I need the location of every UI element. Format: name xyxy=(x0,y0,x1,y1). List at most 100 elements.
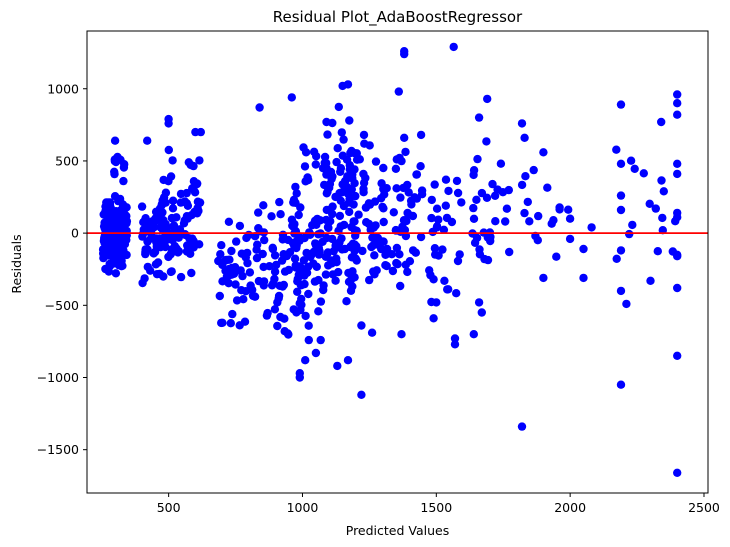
data-point xyxy=(170,241,179,251)
y-tick-label: −1500 xyxy=(37,442,79,457)
data-point xyxy=(400,49,409,59)
y-tick-label: 500 xyxy=(55,153,79,168)
data-point xyxy=(349,217,358,226)
data-point xyxy=(269,279,278,288)
data-point xyxy=(189,243,198,252)
data-point xyxy=(99,253,108,263)
data-point xyxy=(248,291,258,300)
data-point xyxy=(276,210,285,219)
chart-title: Residual Plot_AdaBoostRegressor xyxy=(273,8,523,27)
data-point xyxy=(396,281,405,291)
data-point xyxy=(469,203,478,213)
data-point xyxy=(291,198,300,207)
data-point xyxy=(314,250,324,259)
data-point xyxy=(429,275,438,284)
data-point xyxy=(429,314,438,323)
data-point xyxy=(450,340,460,349)
data-point xyxy=(616,286,626,296)
data-point xyxy=(195,198,205,207)
data-point xyxy=(187,268,196,278)
data-point xyxy=(397,156,406,166)
data-point xyxy=(477,188,487,198)
data-point xyxy=(287,215,297,224)
data-point xyxy=(352,256,361,265)
data-point xyxy=(185,234,194,243)
data-point xyxy=(449,42,458,52)
data-point xyxy=(270,267,280,276)
data-point xyxy=(646,276,655,285)
data-point xyxy=(470,238,480,247)
data-point xyxy=(297,294,306,304)
data-point xyxy=(314,307,323,316)
data-point xyxy=(268,244,278,254)
data-point xyxy=(250,232,260,241)
data-point xyxy=(355,155,364,164)
data-point xyxy=(258,249,267,259)
data-point xyxy=(477,308,486,317)
data-point xyxy=(218,318,227,327)
data-point xyxy=(316,297,326,306)
data-point xyxy=(391,164,401,173)
data-point xyxy=(339,135,348,144)
data-point xyxy=(450,334,460,343)
x-axis: 500 1000 1500 2000 2500 xyxy=(157,493,720,515)
data-point xyxy=(496,159,506,168)
data-point xyxy=(322,215,331,225)
data-point xyxy=(579,273,588,283)
data-point xyxy=(300,271,309,280)
plot-frame xyxy=(86,30,709,494)
data-point xyxy=(673,99,682,108)
data-point xyxy=(231,280,240,289)
data-point xyxy=(673,159,682,168)
data-point xyxy=(245,268,255,277)
data-point xyxy=(304,175,313,185)
data-point xyxy=(243,248,252,258)
data-point xyxy=(345,116,354,125)
data-point xyxy=(587,223,596,232)
data-point xyxy=(215,291,224,301)
data-point xyxy=(351,191,360,201)
data-point xyxy=(416,232,426,242)
data-point xyxy=(168,156,177,165)
data-point xyxy=(475,245,484,254)
data-point xyxy=(401,147,410,157)
data-point xyxy=(323,130,332,139)
data-point xyxy=(319,281,328,290)
data-point xyxy=(311,348,321,358)
data-point xyxy=(334,239,344,248)
data-point xyxy=(397,330,406,339)
data-point xyxy=(440,276,449,285)
data-point xyxy=(483,94,492,104)
data-point xyxy=(431,250,440,259)
data-point xyxy=(267,212,276,221)
data-point xyxy=(217,241,226,250)
data-point xyxy=(228,309,237,319)
data-point xyxy=(352,242,361,251)
data-point xyxy=(387,250,396,259)
data-point xyxy=(404,188,413,197)
data-point xyxy=(378,202,387,212)
data-point xyxy=(379,237,388,246)
data-point xyxy=(143,237,152,246)
data-point xyxy=(335,211,345,221)
data-point xyxy=(416,162,425,171)
data-point xyxy=(216,250,225,259)
data-point xyxy=(371,221,380,230)
data-point xyxy=(334,102,343,112)
data-point xyxy=(402,216,411,226)
data-point xyxy=(428,227,437,237)
data-point xyxy=(323,222,333,232)
data-point xyxy=(301,356,310,365)
data-point xyxy=(357,321,366,330)
data-point xyxy=(284,330,293,339)
y-tick-label: −500 xyxy=(45,298,79,313)
scatter-points xyxy=(98,42,682,477)
data-point xyxy=(565,214,575,223)
data-point xyxy=(401,260,410,269)
data-point xyxy=(457,198,466,207)
x-tick-label: 500 xyxy=(157,500,181,515)
data-point xyxy=(291,182,300,192)
data-point xyxy=(626,156,636,165)
data-point xyxy=(564,205,573,214)
data-point xyxy=(254,208,263,217)
